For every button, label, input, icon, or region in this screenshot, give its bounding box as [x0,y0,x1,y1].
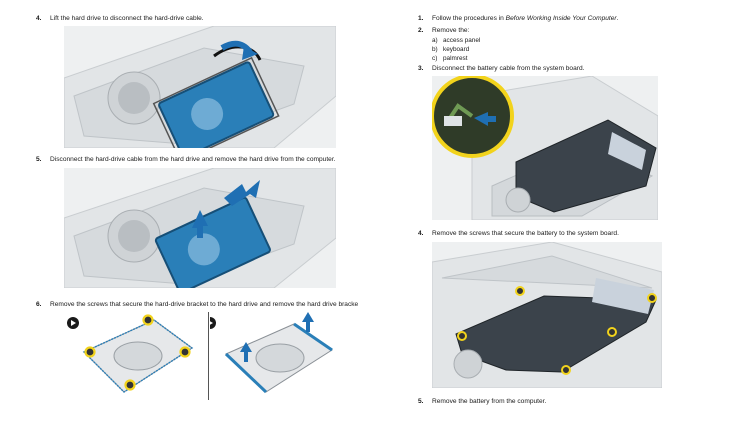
screw-icon [561,365,571,375]
screw-icon [179,346,191,358]
step-text-prefix: Follow the procedures in [432,15,506,22]
subitem-text: keyboard [443,46,470,53]
step-text: Lift the hard drive to disconnect the ha… [50,15,204,22]
step-number: 5. [418,398,424,405]
screw-icon [142,314,154,326]
right-step-3: 3. Disconnect the battery cable from the … [418,65,584,72]
step-text: Remove the: [432,27,470,34]
screw-icon [515,286,525,296]
step-number: 3. [418,65,424,72]
subitem-b: b) keyboard [432,46,469,53]
figure-battery-screws [432,242,662,388]
step-text: Remove the battery from the computer. [432,398,547,405]
right-step-4: 4. Remove the screws that secure the batt… [418,230,619,237]
figure-bracket-screws [64,312,206,400]
step-text-suffix: . [616,15,619,22]
divider [208,312,209,400]
figure-remove-hard-drive [64,168,336,288]
subitem-text: palmrest [443,55,468,62]
step-text: Disconnect the battery cable from the sy… [432,65,585,72]
step-number: 2. [418,27,424,34]
step-number: 4. [418,230,424,237]
step-number: 1. [418,15,424,22]
screw-icon [457,331,467,341]
step-text: Remove the screws that secure the batter… [432,230,619,237]
figure-bracket-removal [210,312,344,400]
step-text: Remove the screws that secure the hard-d… [50,301,359,308]
screw-icon [647,293,657,303]
left-step-6: 6. Remove the screws that secure the hard… [36,301,358,308]
subitem-letter: a) [432,37,438,44]
figure-lift-hard-drive [64,26,336,148]
step-text: Disconnect the hard-drive cable from the… [50,156,336,163]
subitem-letter: c) [432,55,438,62]
screw-icon [84,346,96,358]
subitem-letter: b) [432,46,438,53]
right-step-2: 2. Remove the: [418,27,469,34]
screw-icon [607,327,617,337]
screw-icon [124,379,136,391]
step-number: 6. [36,301,42,308]
right-step-5: 5. Remove the battery from the computer. [418,398,546,405]
subitem-a: a) access panel [432,37,480,44]
hard-drive [152,56,280,148]
step-text-italic: Before Working Inside Your Computer [505,15,617,22]
left-step-4: 4. Lift the hard drive to disconnect the … [36,15,204,22]
figure-battery-cable [432,76,658,220]
step-number: 4. [36,15,42,22]
subitem-c: c) palmrest [432,55,468,62]
left-step-5: 5. Disconnect the hard-drive cable from t… [36,156,336,163]
step-number: 5. [36,156,42,163]
subitem-text: access panel [443,37,481,44]
right-step-1: 1. Follow the procedures in Before Workin… [418,15,618,22]
